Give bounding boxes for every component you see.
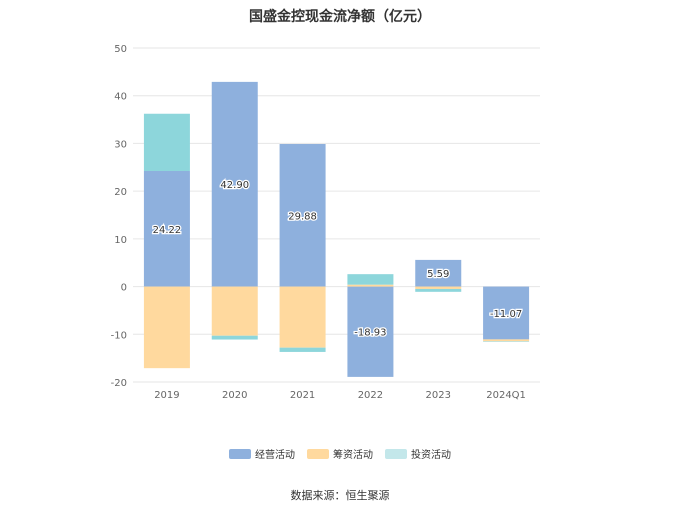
chart-title: 国盛金控现金流净额（亿元） [249,9,431,25]
legend: 经营活动 筹资活动 投资活动 [0,446,680,461]
legend-swatch-financing [307,448,329,459]
y-tick-label: 10 [114,235,127,246]
y-tick-label: 30 [114,139,127,150]
x-tick-label: 2023 [426,390,451,401]
legend-swatch-operating [229,448,251,459]
y-tick-label: -20 [111,378,127,389]
bar-investing-2023 [415,288,462,292]
data-source: 数据来源：恒生聚源 [290,489,390,502]
legend-swatch-investing [385,448,407,459]
x-tick-label: 2021 [290,390,315,401]
bar-investing-2024Q1 [483,341,530,342]
y-tick-label: 40 [114,92,127,103]
bar-investing-2022 [347,274,394,285]
data-label: 29.88 [288,211,317,222]
y-tick-label: 50 [114,44,127,55]
data-label: 42.90 [220,180,249,191]
bar-financing-2022 [347,284,394,287]
data-label: -11.07 [490,309,522,320]
bar-financing-2021 [279,286,326,348]
legend-item-investing[interactable]: 投资活动 [385,446,451,461]
legend-label-financing: 筹资活动 [333,450,373,461]
bar-operating-2024Q1 [483,286,530,340]
bar-investing-2019 [143,113,190,172]
legend-item-operating[interactable]: 经营活动 [229,446,295,461]
x-tick-label: 2020 [222,390,247,401]
legend-item-financing[interactable]: 筹资活动 [307,446,373,461]
bar-financing-2020 [211,286,258,336]
x-tick-label: 2024Q1 [486,390,526,401]
y-tick-label: -10 [111,330,127,341]
legend-label-investing: 投资活动 [411,450,451,461]
bar-financing-2024Q1 [483,339,530,342]
bar-investing-2020 [211,335,258,340]
y-tick-label: 20 [114,187,127,198]
bar-operating-2019 [143,171,190,287]
bar-operating-2022 [347,286,394,377]
bar-operating-2021 [279,144,326,287]
x-tick-label: 2019 [154,390,179,401]
bar-financing-2019 [143,286,190,369]
data-label: 24.22 [153,225,182,236]
bar-financing-2023 [415,286,462,289]
bar-operating-2020 [211,81,258,287]
bar-investing-2021 [279,347,326,352]
bar-chart: 50 40 30 20 10 0 -10 -20 2019 2020 2021 2022 2023 202… [111,44,540,401]
x-tick-label: 2022 [358,390,383,401]
data-label: -18.93 [354,328,386,339]
bar-operating-2023 [415,259,462,287]
data-label: 5.59 [427,269,449,280]
y-tick-label: 0 [121,283,127,294]
legend-label-operating: 经营活动 [255,450,295,461]
